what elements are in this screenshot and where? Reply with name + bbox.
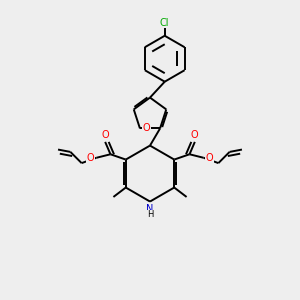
- Text: O: O: [142, 124, 150, 134]
- Text: Cl: Cl: [160, 17, 169, 28]
- Text: O: O: [102, 130, 110, 140]
- Text: O: O: [87, 153, 94, 163]
- Text: N: N: [146, 204, 154, 214]
- Text: O: O: [206, 153, 213, 163]
- Text: H: H: [147, 210, 153, 219]
- Text: O: O: [190, 130, 198, 140]
